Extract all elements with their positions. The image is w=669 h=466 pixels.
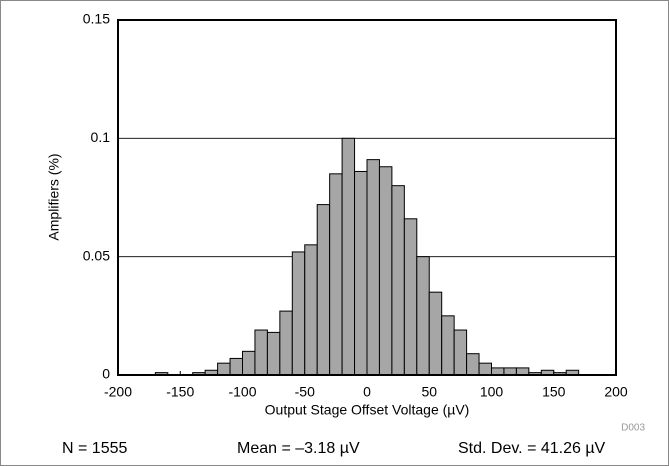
bar [217,362,231,376]
bar [266,331,281,376]
bar [416,256,430,376]
bar [478,362,492,376]
x-tick-label: -200 [104,384,132,400]
footer-std: Std. Dev. = 41.26 µV [458,440,606,457]
bar [466,353,480,376]
bar [503,367,517,376]
y-tick-label: 0 [102,366,110,382]
bar [341,137,356,376]
figure-id: D003 [621,423,645,434]
bar [229,357,244,376]
bar [428,291,443,376]
y-tick-label: 0.05 [83,247,110,263]
x-tick-label: -150 [166,384,194,400]
bar [279,310,293,376]
bar [316,204,331,376]
x-tick-label: 150 [542,384,566,400]
bar [515,367,530,376]
x-tick-label: -50 [295,384,315,400]
x-axis-label: Output Stage Offset Voltage (µV) [265,402,470,418]
bar [254,329,268,376]
plot-frame [117,19,617,376]
bar [242,350,256,376]
bar [403,218,418,376]
bar [366,159,380,376]
bar [391,185,405,376]
bar [304,244,318,376]
bar [441,315,455,376]
footer-mean: Mean = –3.18 µV [237,440,360,457]
bar [291,251,306,376]
x-tick-label: 50 [421,384,437,400]
x-tick-label: 100 [480,384,504,400]
bar [378,166,393,376]
y-tick-label: 0.15 [83,11,110,27]
y-tick-label: 0.1 [91,129,111,145]
x-tick-label: 200 [604,384,628,400]
bar [329,173,343,376]
bar [354,170,368,376]
footer-n: N = 1555 [62,440,127,457]
y-axis-label: Amplifiers (%) [46,153,62,240]
x-tick-label: -100 [228,384,256,400]
bar [453,329,468,376]
x-tick-label: 0 [363,384,371,400]
bar [491,367,505,376]
